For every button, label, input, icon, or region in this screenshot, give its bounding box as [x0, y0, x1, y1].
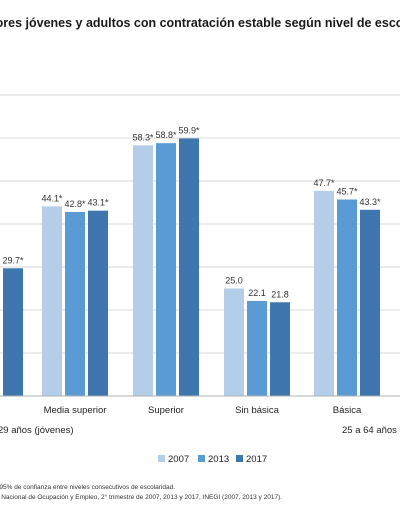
data-label: 59.9* — [178, 125, 200, 135]
legend-swatch-2013 — [198, 455, 205, 462]
data-label: 42.8* — [64, 199, 86, 209]
bar-2017 — [179, 138, 199, 396]
bar-2007 — [314, 190, 334, 396]
category-label: Básica — [333, 405, 362, 416]
data-label: 29.7* — [2, 255, 24, 265]
data-label: 43.1* — [87, 198, 109, 208]
bar-2007 — [42, 206, 62, 396]
data-label: 47.7* — [313, 178, 335, 188]
chart-legend: 2007 2013 2017 — [158, 454, 267, 465]
source-note: ta Nacional de Ocupación y Empleo, 2° tr… — [0, 494, 283, 501]
legend-label-2007: 2007 — [168, 454, 189, 465]
data-label: 58.8* — [155, 130, 177, 140]
bar-2007 — [224, 288, 244, 396]
bar-2013 — [156, 143, 176, 396]
data-label: 44.1* — [41, 193, 63, 203]
significance-note: a 95% de confianza entre niveles consecu… — [0, 484, 176, 491]
category-label: Sin básica — [235, 405, 280, 416]
bar-2013 — [337, 199, 357, 396]
legend-swatch-2017 — [236, 455, 243, 462]
bar-2017 — [360, 209, 380, 396]
bar-2017 — [270, 302, 290, 396]
data-label: 22.1 — [248, 288, 266, 298]
chart-data-labels: 29.7* 44.1*42.8* 43.1* 58.3* 58.8* 59.9* 25.0 2… — [2, 125, 381, 299]
chart-category-labels: Media superior Superior Sin básica Básica — [44, 405, 362, 416]
legend-label-2013: 2013 — [208, 454, 229, 465]
category-label: Superior — [148, 405, 184, 416]
bar-2017 — [3, 268, 23, 396]
bar-2007 — [133, 145, 153, 396]
chart-group-labels: 29 años (jóvenes) 25 a 64 años — [0, 425, 397, 436]
legend-swatch-2007 — [158, 455, 165, 462]
data-label: 45.7* — [336, 186, 358, 196]
data-label: 43.3* — [359, 197, 381, 207]
data-label: 21.8 — [271, 289, 289, 299]
chart-bars — [3, 138, 380, 396]
bar-2013 — [65, 211, 85, 396]
group-label-adults: 25 a 64 años — [342, 425, 397, 436]
category-label: Media superior — [44, 405, 107, 416]
data-label: 25.0 — [225, 276, 243, 286]
legend-label-2017: 2017 — [246, 454, 267, 465]
bar-2013 — [247, 300, 267, 396]
group-label-young: 29 años (jóvenes) — [0, 425, 74, 436]
chart-title: dores jóvenes y adultos con contratación… — [0, 16, 400, 30]
bar-2017 — [88, 210, 108, 396]
data-label: 58.3* — [132, 132, 154, 142]
